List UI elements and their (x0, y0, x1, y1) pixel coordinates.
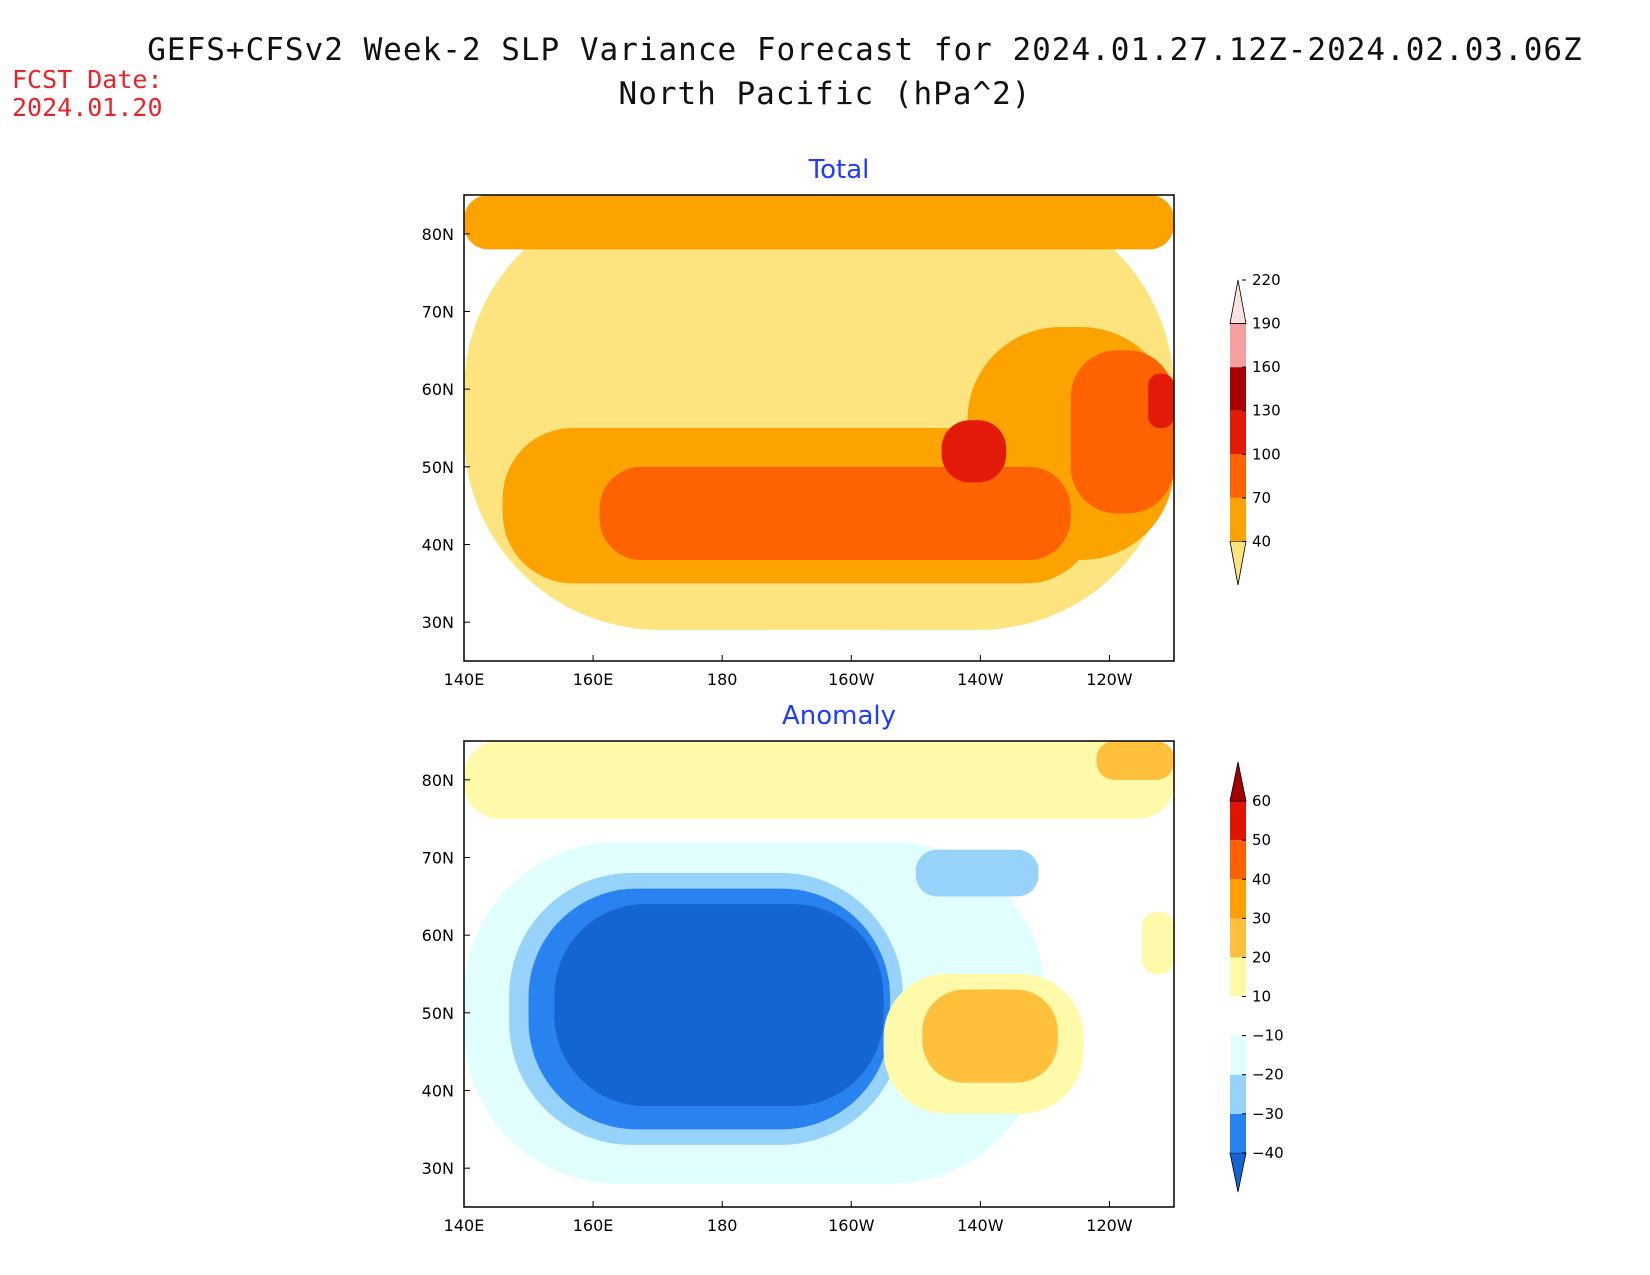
x-tick-label: 160W (828, 1216, 875, 1235)
legend-label: 60 (1252, 792, 1271, 810)
legend-swatch (1230, 801, 1246, 841)
legend-colorbar: −40 −30 −20 −10 10 20 30 40 50 60 (1229, 761, 1284, 1193)
legend-swatch (1230, 840, 1246, 880)
x-tick-label: 120W (1086, 670, 1133, 689)
x-tick-label: 140E (444, 670, 485, 689)
y-tick-label: 50N (422, 1004, 454, 1023)
legend-swatch (1230, 957, 1246, 997)
legend-label: 40 (1252, 532, 1271, 550)
legend-swatch (1230, 879, 1246, 919)
contour-region (915, 849, 1039, 897)
legend-label: −20 (1252, 1066, 1284, 1084)
contour-region (1096, 741, 1174, 780)
y-tick-label: 60N (422, 380, 454, 399)
x-tick-label: 120W (1086, 1216, 1133, 1235)
legend-label: −10 (1252, 1027, 1284, 1045)
x-tick-label: 180 (707, 1216, 738, 1235)
legend-label: 40 (1252, 870, 1271, 888)
y-tick-label: 70N (422, 303, 454, 322)
panel-anomaly: Anomaly 140E 160E 180 160W 140W 120W 30N 40N 50N 6… (422, 701, 1284, 1235)
fcst-date-value: 2024.01.20 (12, 93, 163, 122)
legend-swatch (1230, 454, 1246, 498)
contour-region (554, 904, 884, 1107)
contour-region (464, 741, 1174, 819)
panel-total: Total 140E 160E 180 160W 140W 120W 30N 40N 50N 60N… (422, 155, 1281, 689)
y-tick-label: 80N (422, 771, 454, 790)
legend-swatch (1230, 1074, 1246, 1114)
legend-swatch (1229, 279, 1247, 324)
contour-region (1141, 911, 1174, 974)
contour-region (464, 195, 1174, 250)
legend-label: −30 (1252, 1105, 1284, 1123)
x-tick-label: 180 (707, 670, 738, 689)
x-tick-label: 160E (573, 1216, 614, 1235)
legend-label: 160 (1252, 358, 1281, 376)
legend-label: 20 (1252, 948, 1271, 966)
y-tick-label: 70N (422, 849, 454, 868)
legend-label: 10 (1252, 988, 1271, 1006)
legend-label: 50 (1252, 831, 1271, 849)
legend-label: 70 (1252, 489, 1271, 507)
y-tick-label: 30N (422, 613, 454, 632)
legend-label: 30 (1252, 909, 1271, 927)
map-frame (463, 740, 1175, 1208)
legend-label: 100 (1252, 445, 1281, 463)
x-tick-label: 140W (957, 1216, 1004, 1235)
x-tick-label: 140E (444, 1216, 485, 1235)
map-frame (463, 194, 1175, 662)
legend-swatch (1230, 1035, 1246, 1075)
contour-region (941, 420, 1007, 483)
y-tick-label: 30N (422, 1159, 454, 1178)
contour-region (922, 989, 1058, 1083)
legend-label: −40 (1252, 1144, 1284, 1162)
legend-swatch (1230, 323, 1246, 368)
panel-title: Anomaly (782, 701, 896, 731)
x-tick-label: 140W (957, 670, 1004, 689)
legend-swatch (1229, 761, 1247, 802)
x-tick-label: 160W (828, 670, 875, 689)
panel-title: Total (808, 155, 870, 185)
contour-field (464, 195, 1174, 661)
legend-swatch (1230, 996, 1246, 1036)
legend-label: 190 (1252, 315, 1281, 333)
y-tick-label: 40N (422, 1082, 454, 1101)
y-tick-label: 40N (422, 536, 454, 555)
legend-colorbar: 40 70 100 130 160 190 220 (1229, 271, 1281, 586)
legend-label: 130 (1252, 402, 1281, 420)
contour-field (464, 741, 1174, 1207)
legend-swatch (1230, 367, 1246, 411)
x-tick-label: 160E (573, 670, 614, 689)
y-tick-label: 50N (422, 458, 454, 477)
legend-swatch (1230, 410, 1246, 455)
legend-swatch (1229, 1152, 1247, 1193)
figure-subtitle: North Pacific (hPa^2) (618, 76, 1032, 112)
contour-region (1148, 373, 1174, 428)
figure-title: GEFS+CFSv2 Week-2 SLP Variance Forecast … (147, 32, 1583, 68)
fcst-date-label: FCST Date: (12, 65, 163, 94)
contour-region (599, 466, 1071, 561)
legend-swatch (1230, 1113, 1246, 1153)
legend-swatch (1230, 497, 1246, 542)
y-tick-label: 80N (422, 225, 454, 244)
legend-swatch (1229, 541, 1247, 586)
legend-swatch (1230, 918, 1246, 958)
legend-label: 220 (1252, 271, 1281, 289)
y-tick-label: 60N (422, 926, 454, 945)
